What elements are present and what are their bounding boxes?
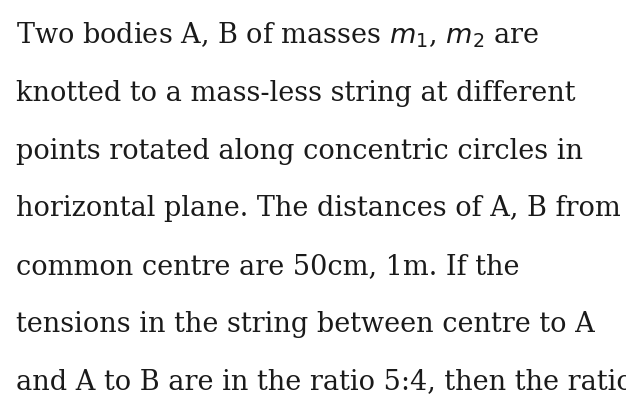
Text: common centre are 50cm, 1m. If the: common centre are 50cm, 1m. If the	[16, 253, 519, 280]
Text: points rotated along concentric circles in: points rotated along concentric circles …	[16, 138, 583, 165]
Text: Two bodies A, B of masses $m_1$, $m_2$ are: Two bodies A, B of masses $m_1$, $m_2$ a…	[16, 20, 539, 50]
Text: horizontal plane. The distances of A, B from: horizontal plane. The distances of A, B …	[16, 195, 620, 222]
Text: tensions in the string between centre to A: tensions in the string between centre to…	[16, 311, 595, 338]
Text: knotted to a mass-less string at different: knotted to a mass-less string at differe…	[16, 80, 575, 107]
Text: and A to B are in the ratio 5:4, then the ratio: and A to B are in the ratio 5:4, then th…	[16, 368, 626, 396]
